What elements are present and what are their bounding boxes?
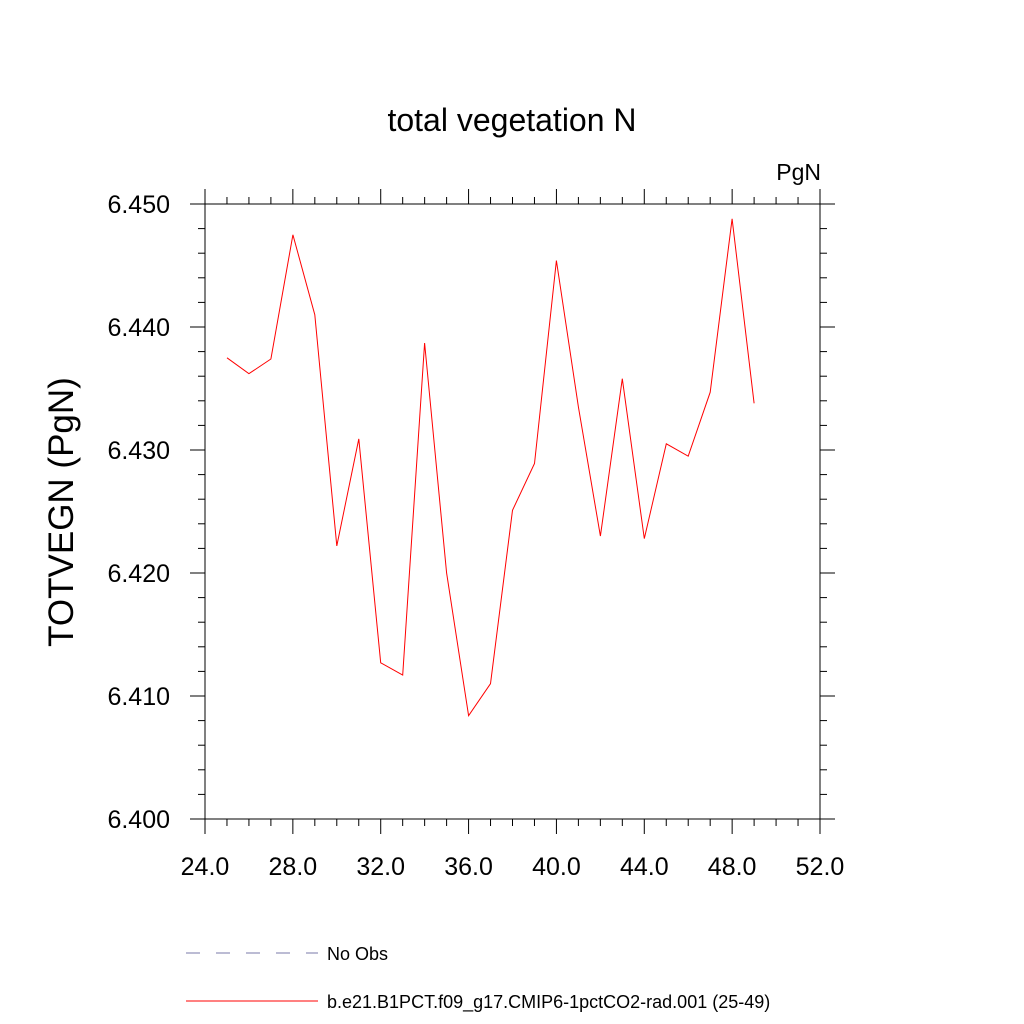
y-tick-label: 6.430 bbox=[107, 437, 170, 465]
x-tick-label: 40.0 bbox=[532, 853, 581, 881]
x-tick-label: 28.0 bbox=[269, 853, 318, 881]
x-tick-label: 36.0 bbox=[444, 853, 493, 881]
y-tick-label: 6.440 bbox=[107, 314, 170, 342]
y-tick-label: 6.420 bbox=[107, 560, 170, 588]
series-line bbox=[226, 218, 755, 718]
series-group bbox=[226, 218, 755, 718]
y-tick-label: 6.410 bbox=[107, 683, 170, 711]
legend-label-model-run: b.e21.B1PCT.f09_g17.CMIP6-1pctCO2-rad.00… bbox=[327, 992, 770, 1013]
y-axis-label: TOTVEGN (PgN) bbox=[42, 377, 81, 647]
units-label: PgN bbox=[776, 159, 821, 185]
legend: No Obs b.e21.B1PCT.f09_g17.CMIP6-1pctCO2… bbox=[186, 944, 770, 1013]
legend-label-no-obs: No Obs bbox=[327, 944, 388, 964]
x-tick-label: 44.0 bbox=[620, 853, 669, 881]
x-tick-labels: 24.0 28.0 32.0 36.0 40.0 44.0 48.0 52.0 bbox=[181, 853, 845, 881]
axis-ticks bbox=[190, 189, 835, 834]
x-tick-label: 48.0 bbox=[708, 853, 757, 881]
y-tick-labels: 6.400 6.410 6.420 6.430 6.440 6.450 bbox=[107, 191, 170, 834]
x-tick-label: 32.0 bbox=[356, 853, 405, 881]
chart-title: total vegetation N bbox=[387, 102, 636, 138]
y-tick-label: 6.450 bbox=[107, 191, 170, 219]
x-tick-label: 52.0 bbox=[796, 853, 845, 881]
y-tick-label: 6.400 bbox=[107, 806, 170, 834]
x-tick-label: 24.0 bbox=[181, 853, 230, 881]
